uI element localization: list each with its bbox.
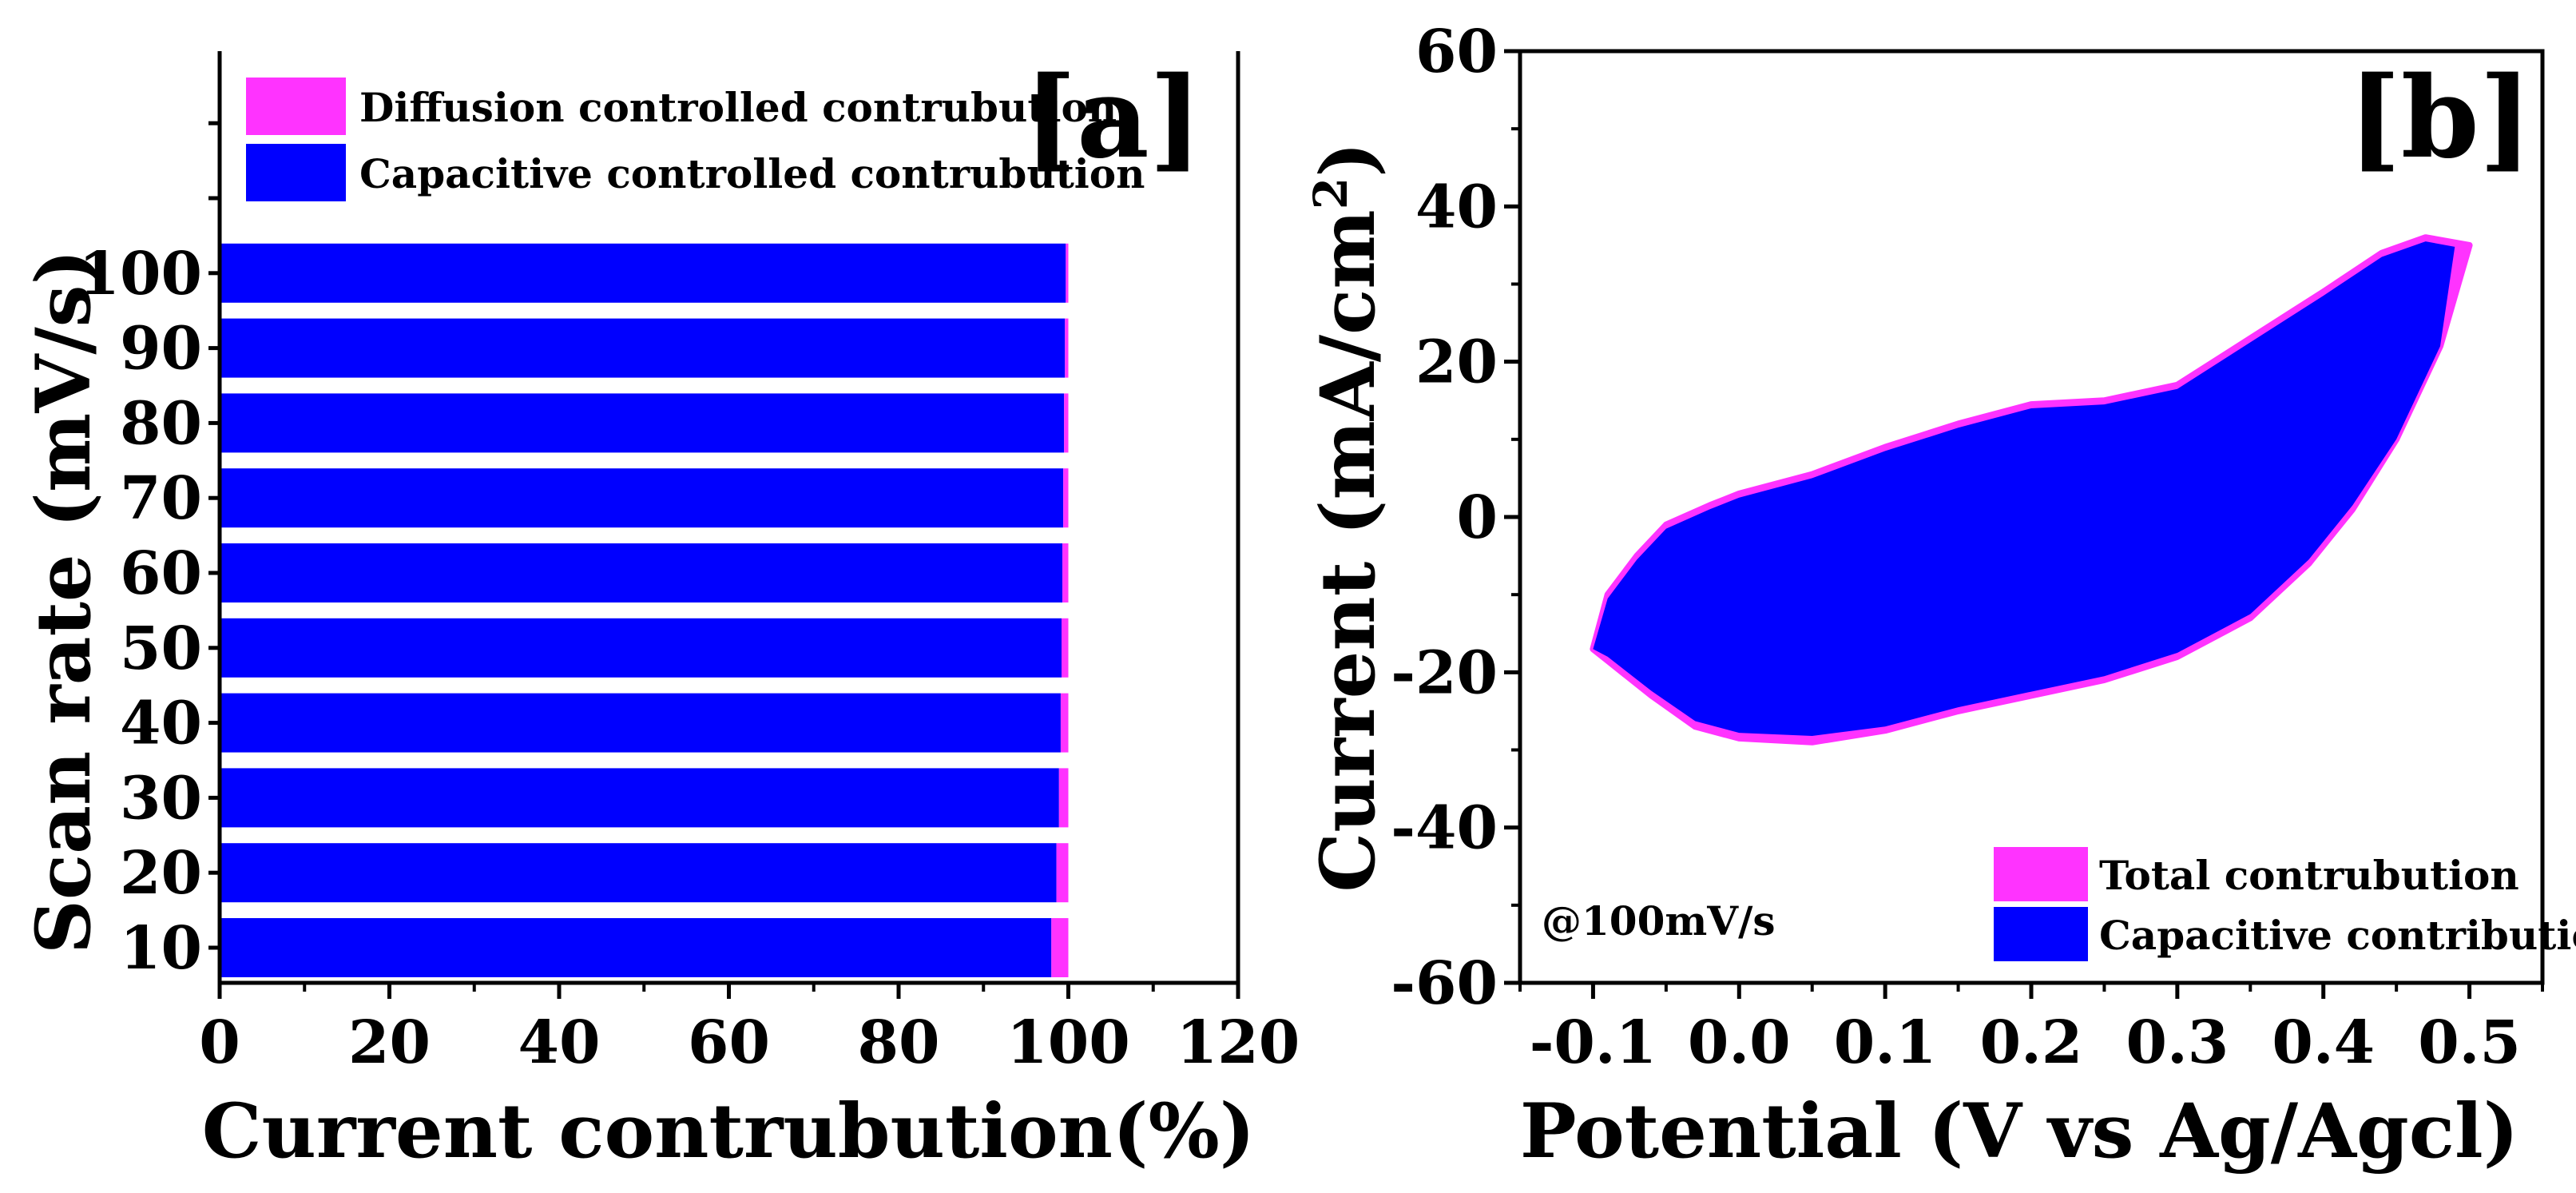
legend-label-diffusion: Diffusion controlled contrubution [359, 84, 1117, 131]
x-tick-label: 0.4 [2272, 1008, 2375, 1077]
x-tick-label: 0.5 [2418, 1008, 2521, 1077]
panel-b: -0.1 0.0 0.1 0.2 0.3 0.4 0.5 -60-40-200204060 … [1304, 18, 2576, 1175]
y-tick-label: 30 [120, 764, 202, 833]
legend-swatch-diffusion [246, 78, 346, 135]
y-tick-label: 80 [120, 389, 202, 458]
annotation-scan-rate: @100mV/s [1542, 897, 1775, 944]
legend-swatch-capacitive-b [1994, 907, 2088, 961]
x-tick-label: 60 [688, 1008, 770, 1077]
panel-a-bars [220, 243, 1069, 977]
legend-swatch-total [1994, 847, 2088, 901]
bar-capacitive-20 [220, 843, 1057, 903]
bar-diffusion-40 [1060, 693, 1069, 753]
x-tick-label: 0.0 [1688, 1008, 1791, 1077]
bar-diffusion-60 [1062, 543, 1069, 602]
bar-diffusion-50 [1062, 618, 1069, 678]
x-tick-label: 0 [199, 1008, 240, 1077]
panel-b-areas [1590, 234, 2473, 746]
x-tick-label: 80 [858, 1008, 940, 1077]
bar-diffusion-10 [1051, 918, 1069, 977]
y-tick-label: -20 [1391, 638, 1498, 707]
bar-capacitive-30 [220, 768, 1059, 828]
x-tick-label: 100 [1006, 1008, 1129, 1077]
bar-capacitive-50 [220, 618, 1062, 678]
panel-b-label: [b] [2348, 53, 2532, 184]
legend-label-capacitive-b: Capacitive contribution [2099, 912, 2576, 959]
x-tick-label: 0.3 [2125, 1008, 2229, 1077]
panel-b-y-axis-label: Current (mA/cm2) [1304, 141, 1392, 892]
bar-diffusion-90 [1065, 318, 1069, 378]
panel-a-label: [a] [1024, 53, 1202, 184]
panel-a-y-axis-label: Scan rate (mV/s) [20, 249, 108, 954]
y-tick-label: 20 [1415, 328, 1498, 397]
y-tick-label: 40 [1415, 173, 1498, 241]
bar-diffusion-30 [1058, 768, 1069, 828]
y-tick-label: 60 [120, 539, 202, 608]
x-tick-label: 20 [348, 1008, 431, 1077]
bar-capacitive-70 [220, 468, 1064, 528]
y-tick-label: 20 [120, 839, 202, 908]
x-tick-label: 0.2 [1980, 1008, 2083, 1077]
legend-label-capacitive: Capacitive controlled contrubution [359, 150, 1145, 197]
panel-b-y-ticks: -60 -40 -20 0 20 40 60 [1391, 18, 1520, 1018]
bar-capacitive-60 [220, 543, 1063, 602]
x-tick-label: 0.1 [1834, 1008, 1937, 1077]
bar-diffusion-20 [1056, 843, 1069, 903]
y-tick-label: 100 [79, 240, 202, 308]
bar-capacitive-80 [220, 393, 1065, 453]
bar-capacitive-40 [220, 693, 1061, 753]
panel-b-x-axis-label: Potential (V vs Ag/Agcl) [1520, 1088, 2518, 1175]
bar-capacitive-90 [220, 318, 1066, 378]
legend-swatch-capacitive [246, 144, 346, 201]
bar-diffusion-70 [1063, 468, 1069, 528]
bar-capacitive-100 [220, 243, 1066, 303]
y-tick-label: 70 [120, 464, 202, 533]
x-tick-label: 40 [518, 1008, 601, 1077]
y-tick-label: -40 [1391, 794, 1498, 863]
y-tick-label: -60 [1391, 949, 1498, 1018]
y-tick-label: 50 [120, 614, 202, 683]
bar-capacitive-10 [220, 918, 1052, 977]
y-tick-label: 10 [120, 914, 202, 983]
area-capacitive-contribution [1593, 241, 2455, 737]
x-tick-label: -0.1 [1530, 1008, 1657, 1077]
y-tick-label: 40 [120, 690, 202, 758]
panel-a-x-axis-label: Current contrubution(%) [202, 1088, 1256, 1175]
y-tick-label: 0 [1457, 483, 1498, 552]
y-tick-label: 90 [120, 315, 202, 384]
x-tick-label: 120 [1177, 1008, 1300, 1077]
panel-b-x-ticks: -0.1 0.0 0.1 0.2 0.3 0.4 0.5 [1518, 983, 2544, 1077]
legend-label-total: Total contrubution [2099, 852, 2519, 899]
panel-a-x-ticks: 0 20 40 60 80 100 120 [199, 983, 1300, 1077]
y-tick-label: 60 [1415, 18, 1498, 86]
bar-diffusion-80 [1064, 393, 1069, 453]
bar-diffusion-100 [1066, 243, 1069, 303]
